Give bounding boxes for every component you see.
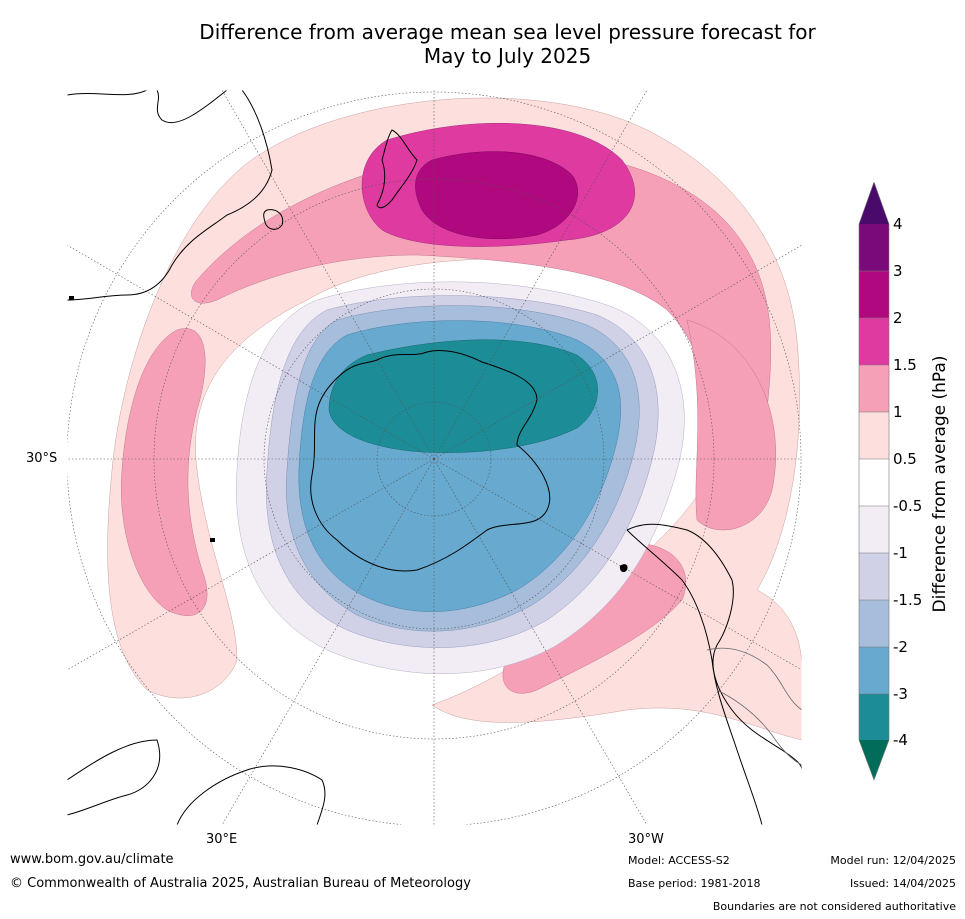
footer-disclaimer: Boundaries are not considered authoritat… <box>712 900 956 913</box>
colorbar-swatch-1-1.5 <box>859 365 889 412</box>
latitude-circle <box>263 288 605 630</box>
colorbar-tick-label: -0.5 <box>893 497 923 515</box>
polar-map <box>67 90 802 825</box>
colorbar-swatch-2-3 <box>859 271 889 318</box>
map-svg <box>67 90 802 825</box>
africa-coastline <box>67 739 326 825</box>
colorbar-swatch-neg-1-1.5 <box>859 553 889 600</box>
island-kerguelen <box>210 538 215 542</box>
footer-model: Model: ACCESS-S2 <box>628 854 730 867</box>
meridian <box>67 458 435 671</box>
lon-label-30e: 30°E <box>206 832 238 847</box>
anomaly-contour-1-1.5-west <box>121 328 208 616</box>
colorbar-tick-label: -1 <box>893 544 908 562</box>
antarctica-coastline <box>310 349 551 572</box>
colorbar-swatch-neg-3-4 <box>859 694 889 740</box>
colorbar-tick-label: -4 <box>893 731 908 749</box>
colorbar-swatch-1.5-2 <box>859 318 889 365</box>
colorbar-swatch-3-4 <box>859 224 889 271</box>
footer-base-period: Base period: 1981-2018 <box>628 877 761 890</box>
colorbar-swatch-0.5-1 <box>859 412 889 459</box>
tasmania <box>263 209 284 230</box>
title-line-2: May to July 2025 <box>423 44 592 68</box>
meridian <box>433 458 648 825</box>
colorbar-swatch-neg-1.5-2 <box>859 600 889 647</box>
lat-label-30s: 30°S <box>26 451 58 466</box>
colorbar-tick-label: 1.5 <box>893 356 917 374</box>
anomaly-contour-1-1.5-east <box>686 319 776 531</box>
colorbar-tick-label: 0.5 <box>893 450 917 468</box>
colorbar-tick-label: 2 <box>893 309 903 327</box>
meridian <box>221 458 435 825</box>
colorbar-swatch-neg-0.5-1 <box>859 506 889 553</box>
map-title: Difference from average mean sea level p… <box>40 20 965 68</box>
latitude-circle <box>67 91 802 825</box>
colorbar-title: Difference from average (hPa) <box>930 355 950 613</box>
australia-coastline <box>67 90 273 301</box>
colorbar-tick-label: -2 <box>893 638 908 656</box>
anomaly-contour-neg-3-4 <box>328 339 598 453</box>
title-line-1: Difference from average mean sea level p… <box>199 20 816 44</box>
colorbar-outline <box>858 182 890 781</box>
footer-issued: Issued: 14/04/2025 <box>849 877 956 890</box>
meridian <box>433 244 802 460</box>
meridian <box>221 90 435 460</box>
colorbar-tick-label: -1.5 <box>893 591 923 609</box>
colorbar-swatch-above-4 <box>859 182 889 224</box>
colorbar-tick-label: -3 <box>893 685 908 703</box>
meridian <box>67 244 435 460</box>
colorbar-tick-label: 1 <box>893 403 903 421</box>
meridian <box>433 90 648 460</box>
meridian <box>433 458 802 671</box>
colorbar-tick-label: 3 <box>893 262 903 280</box>
footer-model-run: Model run: 12/04/2025 <box>830 854 956 867</box>
colorbar-swatch-neg-2-3 <box>859 647 889 694</box>
footer-copyright: © Commonwealth of Australia 2025, Austra… <box>10 876 471 891</box>
footer-website: www.bom.gov.au/climate <box>10 852 174 867</box>
new-zealand <box>376 129 418 209</box>
south-america-boundaries <box>706 647 802 766</box>
lon-label-30w: 30°W <box>628 832 664 847</box>
south-america-coastline <box>626 523 802 825</box>
colorbar <box>858 182 890 781</box>
colorbar-tick-label: 4 <box>893 215 903 233</box>
island-marion <box>69 296 74 300</box>
colorbar-swatch-neutral <box>859 459 889 506</box>
colorbar-swatch-below-4 <box>859 740 889 780</box>
anomaly-contour-2-3 <box>415 151 578 240</box>
falkland-islands <box>619 564 628 573</box>
